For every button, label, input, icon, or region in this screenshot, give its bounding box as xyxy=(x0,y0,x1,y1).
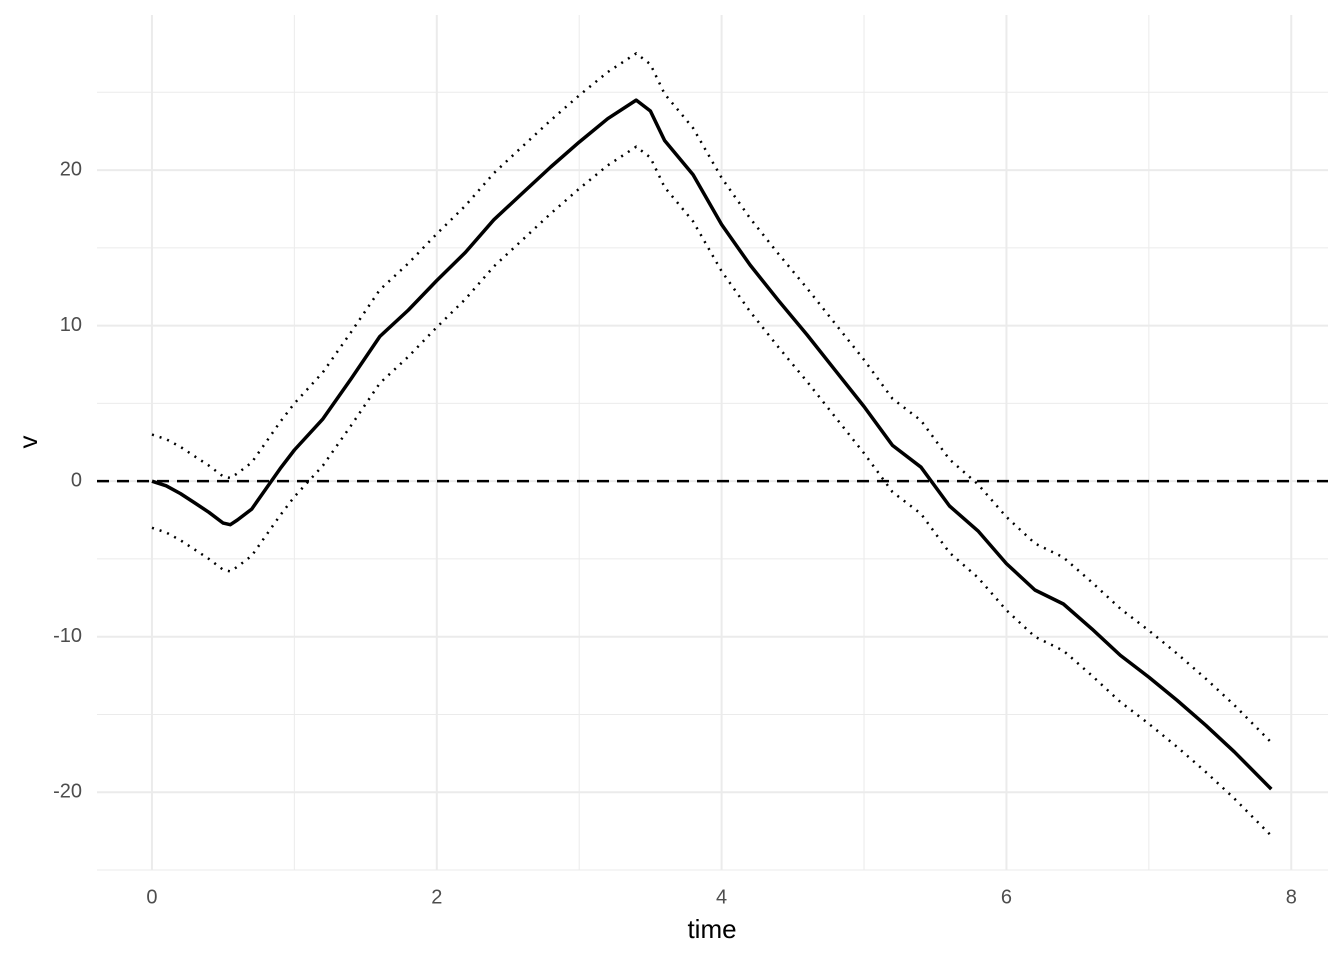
x-tick-label: 0 xyxy=(146,886,157,908)
y-tick-label: -10 xyxy=(53,625,82,647)
x-tick-label: 8 xyxy=(1286,886,1297,908)
x-tick-label: 6 xyxy=(1001,886,1012,908)
y-tick-label: 20 xyxy=(60,158,82,180)
x-axis-title: time xyxy=(687,914,736,944)
series-line xyxy=(151,52,1273,744)
grid xyxy=(97,15,1328,871)
y-tick-label: 10 xyxy=(60,314,82,336)
plot-area xyxy=(97,52,1328,837)
series-line xyxy=(151,98,1273,791)
x-tick-label: 4 xyxy=(716,886,727,908)
y-tick-label: -20 xyxy=(53,781,82,803)
series-line xyxy=(151,145,1273,837)
x-tick-label: 2 xyxy=(431,886,442,908)
y-tick-label: 0 xyxy=(71,469,82,491)
y-axis-title: v xyxy=(13,436,43,449)
